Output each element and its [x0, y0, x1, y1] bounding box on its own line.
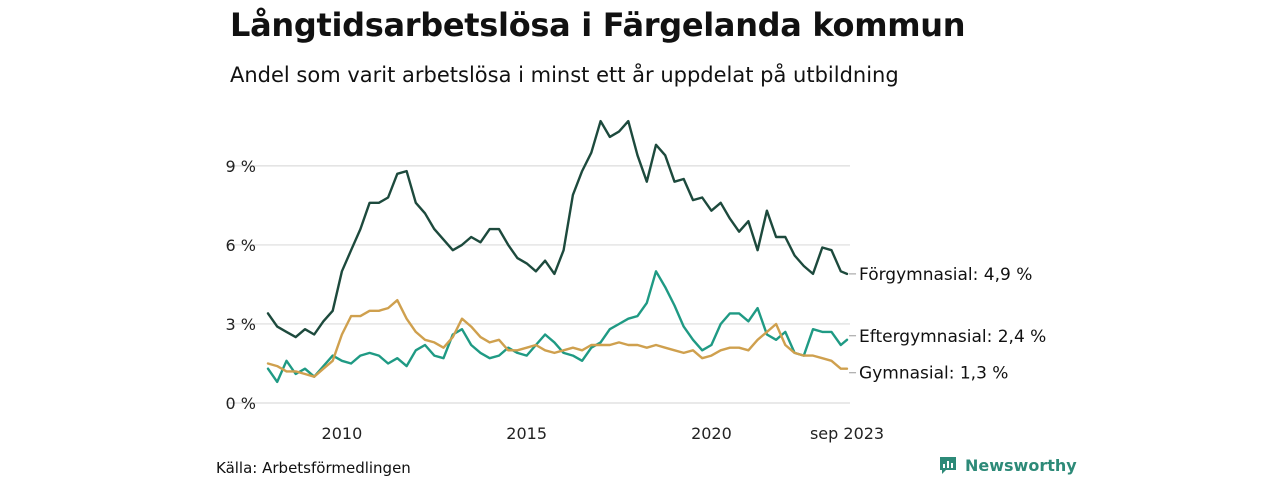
line-chart: 0 % 3 % 6 % 9 % 2010 2015 2020 sep 2023 Förgym…	[226, 119, 1046, 443]
y-tick-label: 9 %	[226, 157, 256, 176]
gridlines	[228, 165, 850, 404]
x-tick-label: 2020	[691, 424, 732, 443]
brand-name: Newsworthy	[965, 455, 1077, 475]
y-tick-label: 3 %	[226, 315, 256, 334]
brand-logo[interactable]: Newsworthy	[938, 455, 1077, 475]
newsworthy-logo-icon	[940, 457, 956, 474]
series-line-gymnasial	[266, 299, 849, 378]
x-tick-label: sep 2023	[810, 424, 884, 443]
series-label-förgymnasial: Förgymnasial: 4,9 %	[859, 265, 1032, 285]
y-tick-label: 0 %	[226, 394, 256, 413]
series-label-gymnasial: Gymnasial: 1,3 %	[859, 364, 1008, 384]
x-tick-label: 2015	[506, 424, 547, 443]
chart-title: Långtidsarbetslösa i Färgelanda kommun	[230, 6, 966, 44]
series-line-förgymnasial	[266, 119, 849, 339]
series-labels: Förgymnasial: 4,9 % Eftergymnasial: 2,4 %…	[849, 265, 1046, 384]
chart-subtitle: Andel som varit arbetslösa i minst ett å…	[230, 63, 899, 87]
y-tick-label: 6 %	[226, 236, 256, 255]
series-line-eftergymnasial	[266, 270, 849, 384]
series-label-eftergymnasial: Eftergymnasial: 2,4 %	[859, 327, 1046, 347]
x-tick-label: 2010	[322, 424, 363, 443]
series-lines	[266, 119, 849, 384]
y-axis-ticks: 0 % 3 % 6 % 9 %	[226, 157, 256, 413]
x-axis-ticks: 2010 2015 2020 sep 2023	[322, 424, 885, 443]
source-note: Källa: Arbetsförmedlingen	[216, 459, 411, 477]
